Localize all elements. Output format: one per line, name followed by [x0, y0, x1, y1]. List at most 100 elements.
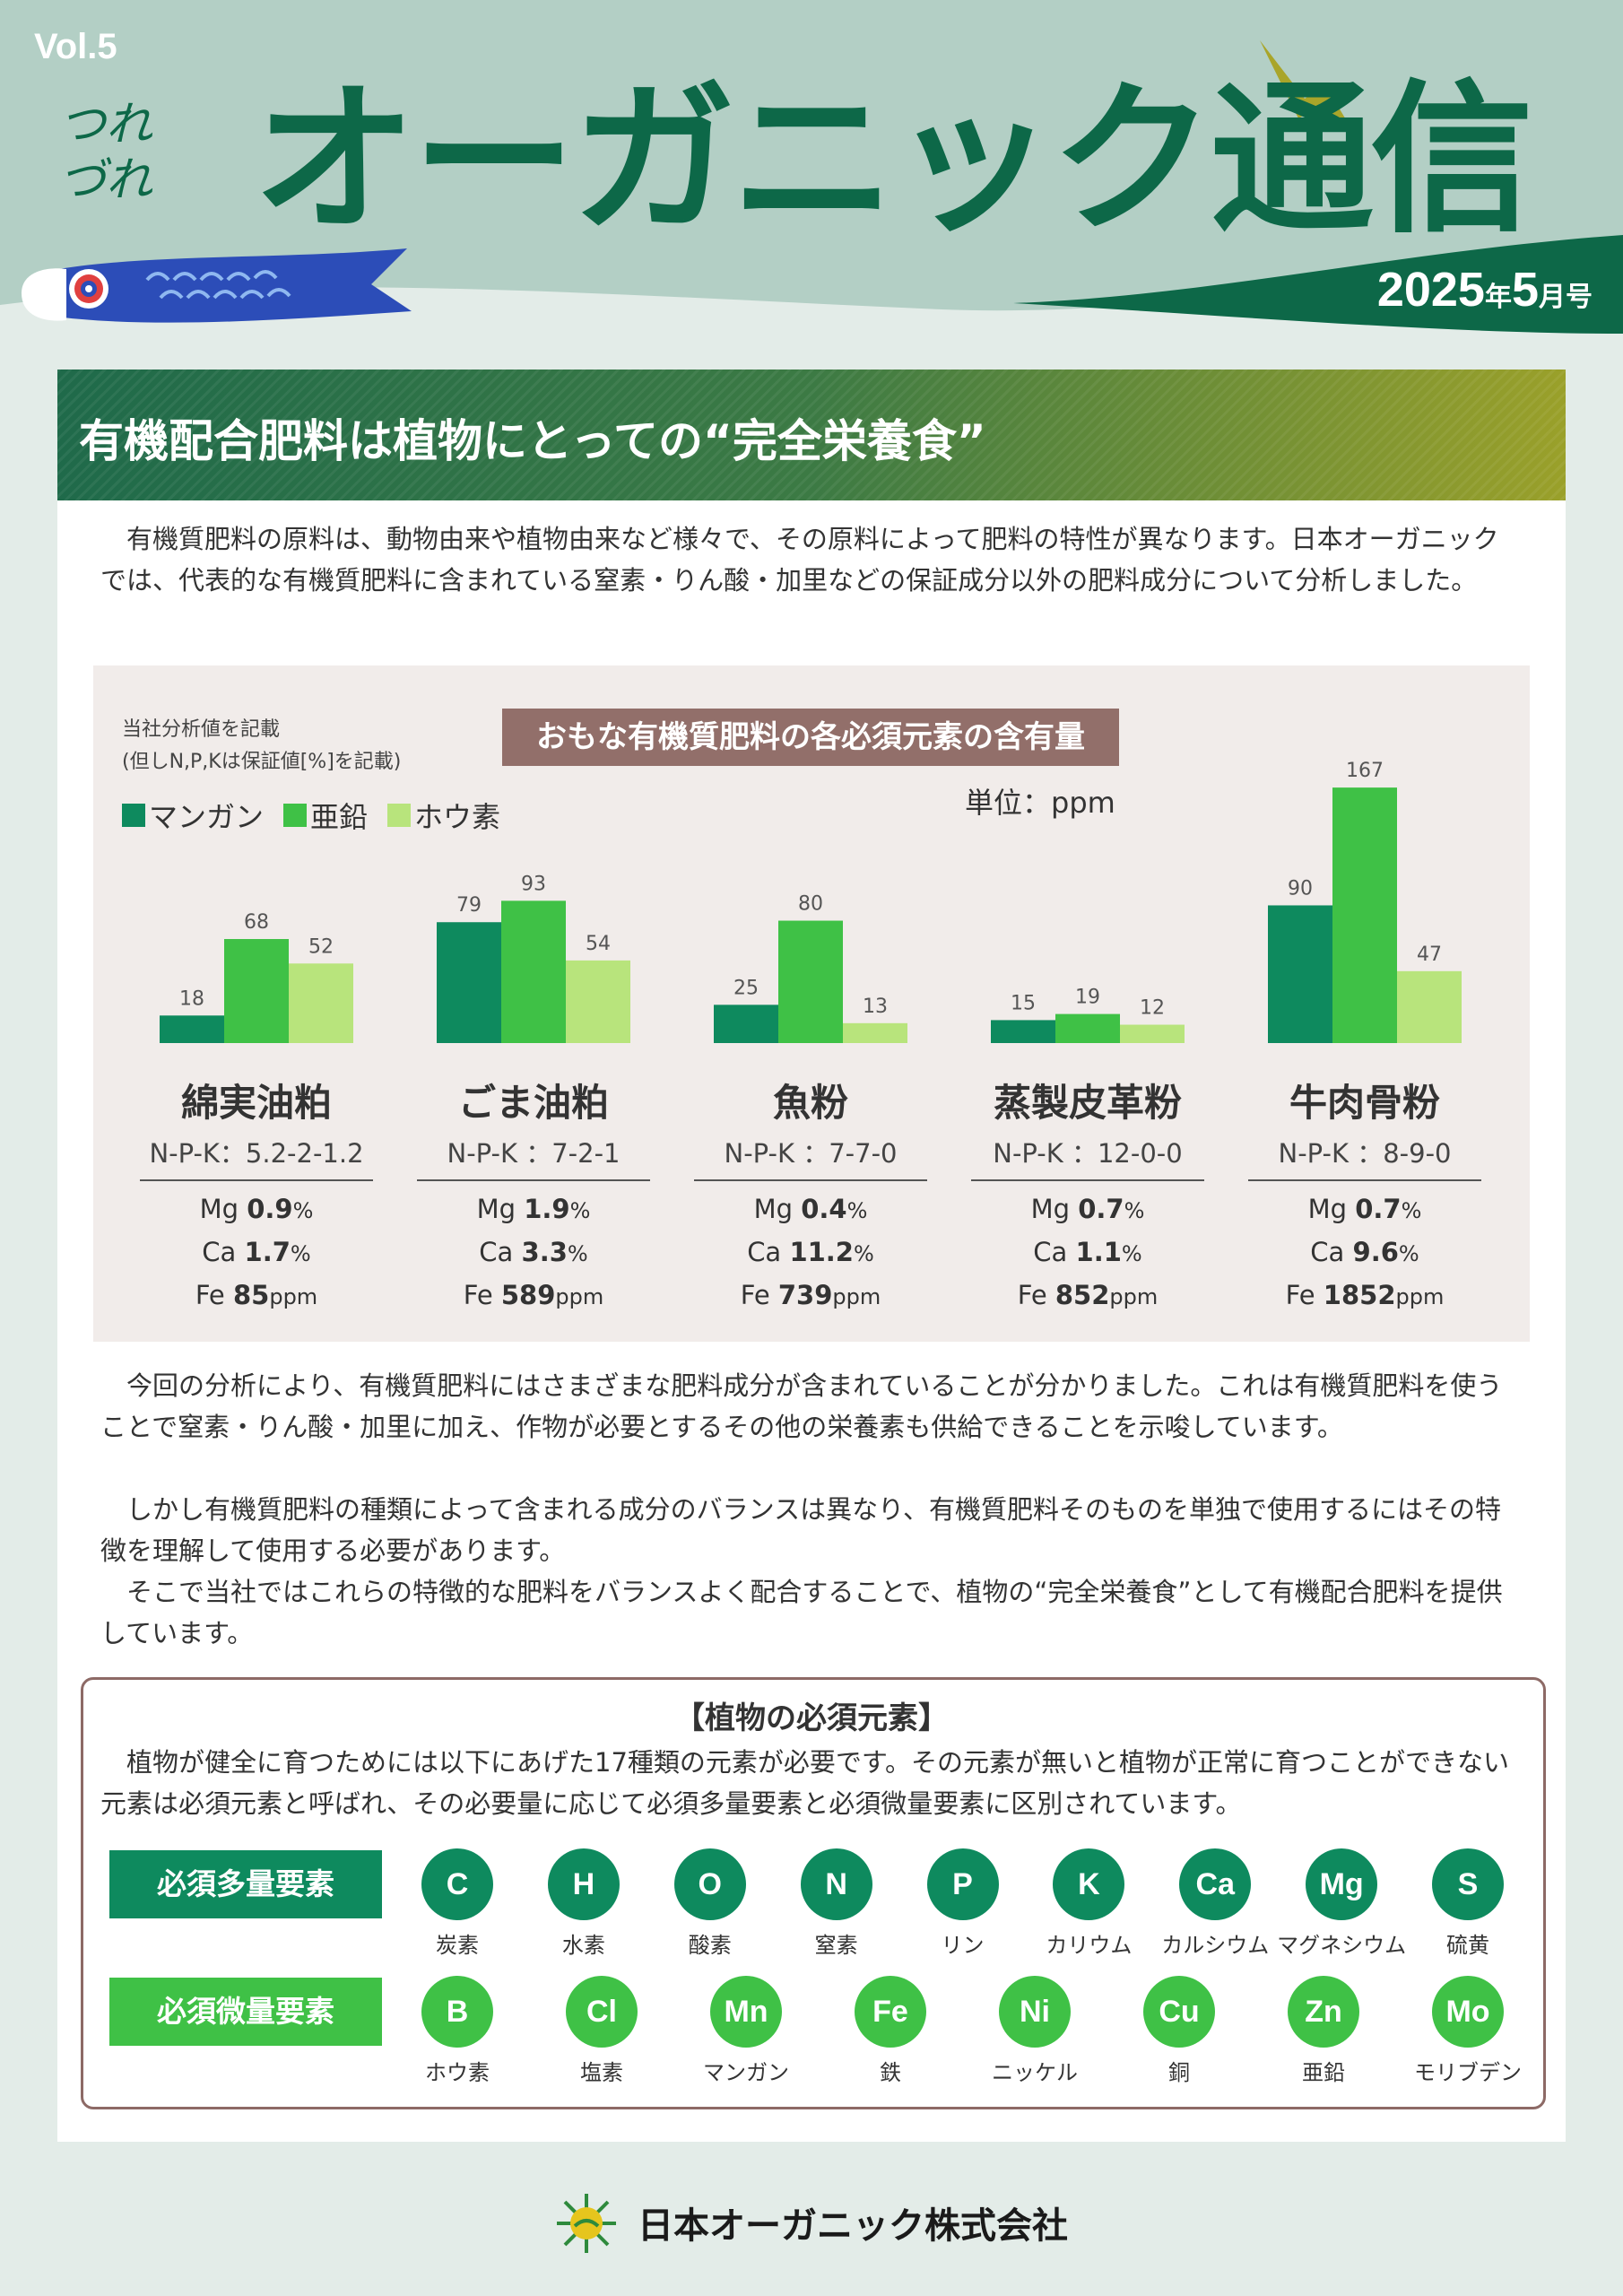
section-banner: 有機配合肥料は植物にとっての“完全栄養食”: [57, 370, 1566, 500]
mineral-value: 0.4: [801, 1194, 847, 1224]
mineral-value: 11.2: [789, 1237, 854, 1267]
element-name: カリウム: [1046, 1933, 1133, 1958]
mineral-unit: %: [567, 1241, 588, 1266]
mineral-unit: %: [846, 1198, 868, 1223]
legend-item: ホウ素: [387, 795, 500, 836]
fertilizer-name: 魚粉: [772, 1081, 848, 1125]
bar-value-label: 12: [1140, 997, 1165, 1020]
date-year-number: 2025: [1376, 263, 1485, 317]
element-name: 銅: [1168, 2060, 1190, 2085]
mineral-value: 0.9: [247, 1194, 293, 1224]
element-h: H 水素: [512, 1848, 655, 1959]
fertilizer-name: 綿実油粕: [180, 1081, 332, 1125]
bar-value-label: 79: [456, 894, 482, 917]
element-mn: Mn マンガン: [674, 1976, 818, 2086]
element-name: マグネシウム: [1277, 1933, 1407, 1958]
mineral-fe: Fe 1852ppm: [1248, 1274, 1481, 1318]
fertilizer-card: 綿実油粕 N-P-K：5.2-2-1.2 Mg 0.9% Ca 1.7% Fe 85pp…: [140, 1073, 373, 1318]
bar-chart: 18 68 52 79 93 54 25 80 13 15 19 12 90 167 47: [160, 760, 1462, 1043]
element-zn: Zn 亜鉛: [1252, 1976, 1395, 2086]
legend-swatch: [283, 804, 308, 827]
fertilizer-minerals: Mg 0.4% Ca 11.2% Fe 739ppm: [694, 1188, 927, 1318]
macro-elements-label: 必須多量要素: [109, 1850, 382, 1918]
mineral-value: 852: [1055, 1280, 1110, 1310]
essential-elements-text: 植物が健全に育つためには以下にあげた17種類の元素が必要です。その元素が無いと植…: [100, 1747, 1510, 1819]
mineral-symbol: Fe: [1017, 1280, 1055, 1310]
volume-number: Vol.5: [34, 27, 117, 66]
mineral-unit: ppm: [832, 1284, 881, 1309]
element-ni: Ni ニッケル: [963, 1976, 1107, 2086]
legend-label: ホウ素: [414, 800, 501, 834]
legend-item: 亜鉛: [283, 795, 368, 836]
bar-value-label: 25: [733, 977, 759, 999]
mineral-value: 0.7: [1078, 1194, 1124, 1224]
fertilizer-npk: N-P-K ：7-7-0: [694, 1133, 927, 1181]
legend-swatch: [387, 804, 412, 827]
element-s: S 硫黄: [1396, 1848, 1540, 1959]
fertilizer-npk: N-P-K ：12-0-0: [971, 1133, 1204, 1181]
mineral-fe: Fe 589ppm: [417, 1274, 650, 1318]
masthead-wave: [0, 40, 1623, 359]
mineral-unit: ppm: [1109, 1284, 1159, 1309]
bar-value-label: 80: [798, 893, 823, 916]
element-symbol: Ni: [999, 1976, 1071, 2048]
element-c: C 炭素: [386, 1848, 529, 1959]
micro-elements-label: 必須微量要素: [109, 1978, 382, 2046]
mineral-unit: %: [1124, 1198, 1145, 1223]
bar: [991, 1020, 1055, 1043]
bar: [1055, 1013, 1120, 1043]
mineral-ca: Ca 9.6%: [1248, 1231, 1481, 1274]
mineral-value: 589: [500, 1280, 556, 1310]
mineral-value: 1.1: [1075, 1237, 1122, 1267]
bar-value-label: 13: [863, 996, 888, 1018]
section-title: 有機配合肥料は植物にとっての“完全栄養食”: [79, 415, 986, 467]
mineral-symbol: Mg: [199, 1194, 247, 1224]
fertilizer-minerals: Mg 0.7% Ca 9.6% Fe 1852ppm: [1248, 1188, 1481, 1318]
element-name: カルシウム: [1161, 1933, 1270, 1958]
element-mo: Mo モリブデン: [1396, 1976, 1540, 2086]
bar-value-label: 47: [1417, 944, 1442, 966]
bar-value-label: 15: [1011, 992, 1036, 1014]
mineral-symbol: Fe: [1285, 1280, 1324, 1310]
fertilizer-card: ごま油粕 N-P-K ：7-2-1 Mg 1.9% Ca 3.3% Fe 589ppm: [417, 1073, 650, 1318]
mineral-unit: %: [1401, 1198, 1422, 1223]
fertilizer-npk: N-P-K：5.2-2-1.2: [140, 1133, 373, 1181]
mineral-unit: %: [854, 1241, 874, 1266]
mineral-value: 85: [232, 1280, 270, 1310]
bar: [778, 920, 843, 1043]
bar-value-label: 18: [179, 987, 204, 1010]
element-symbol: K: [1053, 1848, 1125, 1920]
bar-value-label: 90: [1288, 877, 1313, 900]
mineral-fe: Fe 85ppm: [140, 1274, 373, 1318]
chart-note-line1: 当社分析値を記載: [122, 718, 281, 741]
bar: [437, 922, 501, 1043]
bar-value-label: 19: [1075, 987, 1100, 1009]
mineral-fe: Fe 852ppm: [971, 1274, 1204, 1318]
date-month-number: 5: [1511, 263, 1539, 317]
fertilizer-name: 蒸製皮革粉: [993, 1081, 1182, 1125]
element-symbol: H: [547, 1848, 620, 1920]
element-symbol: Cu: [1143, 1976, 1215, 2048]
mineral-symbol: Mg: [1307, 1194, 1356, 1224]
mineral-value: 1.9: [524, 1194, 570, 1224]
intro-paragraph: 有機質肥料の原料は、動物由来や植物由来など様々で、その原料によって肥料の特性が異…: [100, 524, 1499, 596]
bar: [1397, 970, 1462, 1043]
mineral-ca: Ca 1.1%: [971, 1231, 1204, 1274]
bar: [224, 939, 289, 1043]
mineral-value: 739: [777, 1280, 833, 1310]
mineral-value: 9.6: [1352, 1237, 1399, 1267]
fertilizer-minerals: Mg 0.9% Ca 1.7% Fe 85ppm: [140, 1188, 373, 1318]
element-symbol: Ca: [1179, 1848, 1252, 1920]
element-symbol: P: [926, 1848, 999, 1920]
subtitle-tsurezure: つれづれ: [59, 98, 153, 207]
bar: [1268, 905, 1332, 1043]
mineral-mg: Mg 0.7%: [1248, 1188, 1481, 1231]
element-symbol: Mg: [1306, 1848, 1378, 1920]
legend-item: マンガン: [122, 795, 264, 836]
element-name: 硫黄: [1446, 1933, 1489, 1958]
newsletter-title: オーガニック通信: [253, 65, 1533, 255]
fertilizer-npk: N-P-K ：7-2-1: [417, 1133, 650, 1181]
mineral-unit: ppm: [1395, 1284, 1445, 1309]
essential-elements-title: 【植物の必須元素】: [674, 1700, 949, 1736]
element-mg: Mg マグネシウム: [1270, 1848, 1413, 1959]
